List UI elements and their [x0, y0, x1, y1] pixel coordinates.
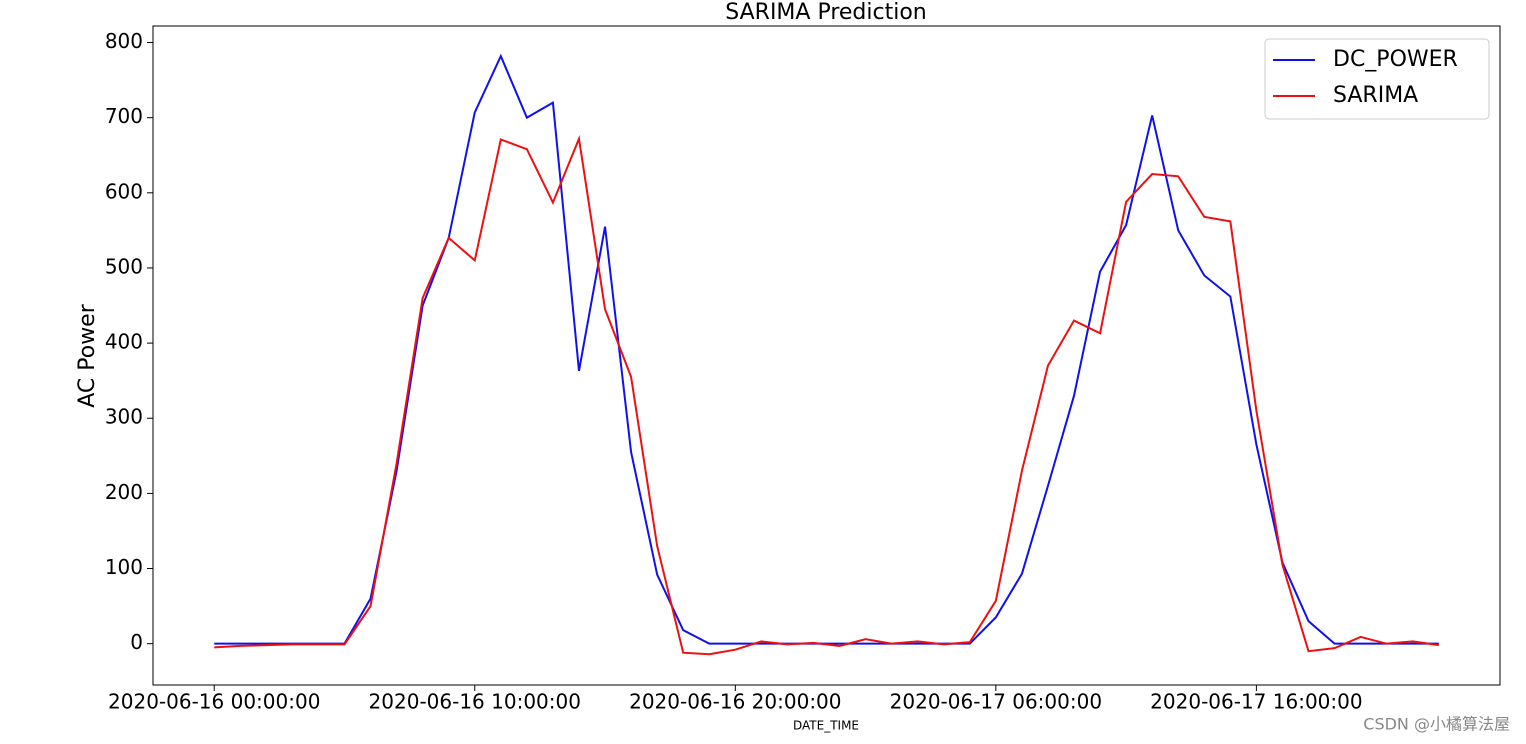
y-tick-label: 600 — [105, 179, 143, 203]
x-tick-label: 2020-06-16 20:00:00 — [629, 690, 841, 714]
watermark: CSDN @小橘算法屋 — [1363, 715, 1510, 734]
y-tick-label: 100 — [105, 555, 143, 579]
x-tick-label: 2020-06-17 06:00:00 — [890, 690, 1102, 714]
y-tick-label: 200 — [105, 480, 143, 504]
legend-label: SARIMA — [1333, 83, 1418, 108]
y-tick-label: 300 — [105, 405, 143, 429]
x-tick-label: 2020-06-16 10:00:00 — [369, 690, 581, 714]
series-line — [214, 134, 1439, 656]
chart-title: SARIMA Prediction — [725, 0, 927, 25]
y-tick-label: 0 — [130, 630, 143, 654]
y-tick-label: 400 — [105, 330, 143, 354]
x-tick-label: 2020-06-16 00:00:00 — [108, 690, 320, 714]
x-tick-label: 2020-06-17 16:00:00 — [1150, 690, 1362, 714]
y-tick-label: 500 — [105, 254, 143, 278]
x-axis-label: DATE_TIME — [793, 719, 859, 733]
legend-box — [1264, 38, 1490, 120]
y-axis-label: AC Power — [75, 303, 100, 407]
legend: DC_POWER SARIMA — [1264, 38, 1490, 120]
y-tick-label: 800 — [105, 29, 143, 53]
y-tick-label: 700 — [105, 104, 143, 128]
legend-label: DC_POWER — [1333, 47, 1458, 72]
plot-area — [152, 25, 1501, 686]
